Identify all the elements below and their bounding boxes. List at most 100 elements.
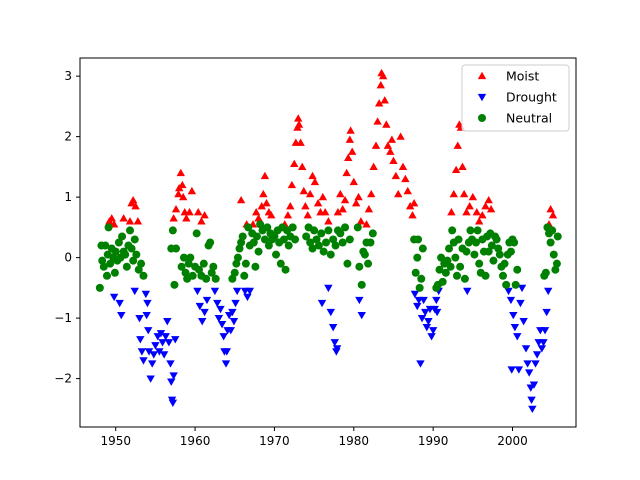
data-point-neutral bbox=[281, 265, 290, 274]
data-point-neutral bbox=[336, 229, 345, 238]
data-point-drought bbox=[410, 290, 420, 299]
data-point-neutral bbox=[456, 262, 465, 271]
data-point-drought bbox=[117, 311, 126, 320]
data-point-moist bbox=[318, 192, 328, 201]
data-point-neutral bbox=[188, 271, 197, 280]
data-point-neutral bbox=[186, 253, 195, 262]
y-tick-label: 0 bbox=[64, 251, 72, 265]
data-point-neutral bbox=[411, 268, 420, 277]
x-tick-label: 1960 bbox=[180, 434, 211, 448]
data-point-moist bbox=[465, 202, 474, 210]
data-point-moist bbox=[283, 211, 293, 219]
data-point-neutral bbox=[345, 235, 354, 244]
legend-label: Moist bbox=[506, 69, 539, 84]
data-point-drought bbox=[517, 284, 527, 293]
data-point-drought bbox=[144, 327, 153, 335]
y-tick-label: −1 bbox=[54, 311, 72, 325]
data-point-moist bbox=[131, 202, 140, 210]
data-point-neutral bbox=[484, 247, 493, 256]
data-point-neutral bbox=[343, 259, 352, 268]
data-point-neutral bbox=[487, 241, 496, 250]
data-point-neutral bbox=[95, 283, 104, 292]
data-point-moist bbox=[453, 141, 462, 149]
data-point-drought bbox=[149, 351, 159, 359]
data-point-moist bbox=[396, 132, 405, 140]
data-point-neutral bbox=[414, 235, 423, 244]
data-point-neutral bbox=[548, 226, 557, 235]
data-point-moist bbox=[187, 186, 197, 195]
data-point-neutral bbox=[122, 262, 131, 271]
data-point-neutral bbox=[498, 271, 507, 280]
data-point-drought bbox=[109, 293, 119, 302]
data-point-moist bbox=[197, 217, 206, 225]
data-point-neutral bbox=[252, 232, 261, 241]
data-point-moist bbox=[349, 177, 358, 186]
data-point-neutral bbox=[502, 280, 511, 289]
data-point-drought bbox=[228, 308, 237, 317]
data-point-neutral bbox=[324, 226, 333, 235]
data-point-neutral bbox=[211, 274, 220, 283]
legend-entry-drought: Drought bbox=[477, 90, 557, 105]
data-point-neutral bbox=[106, 259, 115, 268]
data-point-moist bbox=[128, 195, 138, 204]
data-point-drought bbox=[213, 299, 222, 308]
data-point-moist bbox=[321, 208, 330, 216]
data-point-neutral bbox=[500, 259, 509, 268]
data-point-drought bbox=[217, 321, 227, 329]
data-point-neutral bbox=[263, 223, 272, 232]
data-point-neutral bbox=[552, 259, 561, 268]
data-point-drought bbox=[537, 345, 547, 353]
data-point-neutral bbox=[110, 268, 119, 277]
data-point-moist bbox=[346, 126, 355, 134]
data-point-neutral bbox=[272, 250, 281, 259]
data-point-drought bbox=[219, 333, 228, 341]
legend-entry-neutral: Neutral bbox=[478, 111, 552, 126]
data-point-neutral bbox=[276, 259, 285, 268]
data-point-drought bbox=[161, 333, 170, 341]
data-point-drought bbox=[135, 314, 144, 323]
x-tick-label: 1950 bbox=[100, 434, 131, 448]
data-point-drought bbox=[137, 348, 147, 356]
data-point-drought bbox=[523, 360, 532, 368]
data-point-neutral bbox=[233, 253, 242, 262]
data-point-drought bbox=[416, 360, 425, 368]
data-point-drought bbox=[171, 336, 180, 344]
data-point-moist bbox=[260, 171, 270, 180]
data-point-drought bbox=[529, 381, 539, 389]
data-point-drought bbox=[200, 308, 209, 317]
data-point-neutral bbox=[322, 238, 331, 247]
data-point-neutral bbox=[445, 244, 454, 253]
data-point-moist bbox=[169, 214, 178, 222]
data-point-drought bbox=[422, 324, 432, 332]
data-point-neutral bbox=[357, 280, 366, 289]
data-point-neutral bbox=[134, 265, 143, 274]
data-point-neutral bbox=[306, 238, 315, 247]
data-point-neutral bbox=[202, 274, 211, 283]
data-point-drought bbox=[421, 308, 430, 317]
data-point-neutral bbox=[251, 262, 260, 271]
data-point-moist bbox=[354, 192, 363, 201]
data-point-moist bbox=[394, 189, 403, 198]
data-point-neutral bbox=[314, 241, 323, 250]
data-point-drought bbox=[428, 327, 438, 335]
data-point-neutral bbox=[331, 241, 340, 250]
data-point-drought bbox=[424, 317, 433, 326]
data-point-drought bbox=[202, 296, 212, 305]
data-point-drought bbox=[136, 336, 145, 344]
data-point-moist bbox=[133, 217, 143, 225]
data-point-neutral bbox=[139, 271, 148, 280]
data-point-neutral bbox=[452, 271, 461, 280]
data-point-drought bbox=[142, 311, 151, 320]
series-neutral bbox=[95, 220, 562, 292]
x-tick-label: 1970 bbox=[259, 434, 290, 448]
data-point-moist bbox=[301, 202, 310, 210]
data-point-neutral bbox=[249, 238, 258, 247]
data-point-moist bbox=[351, 198, 361, 207]
data-point-drought bbox=[544, 287, 553, 296]
data-point-drought bbox=[146, 375, 155, 383]
data-point-neutral bbox=[353, 223, 362, 232]
legend-marker-neutral bbox=[478, 114, 486, 122]
data-point-drought bbox=[506, 296, 516, 305]
data-point-neutral bbox=[364, 259, 373, 268]
data-point-neutral bbox=[256, 220, 265, 229]
